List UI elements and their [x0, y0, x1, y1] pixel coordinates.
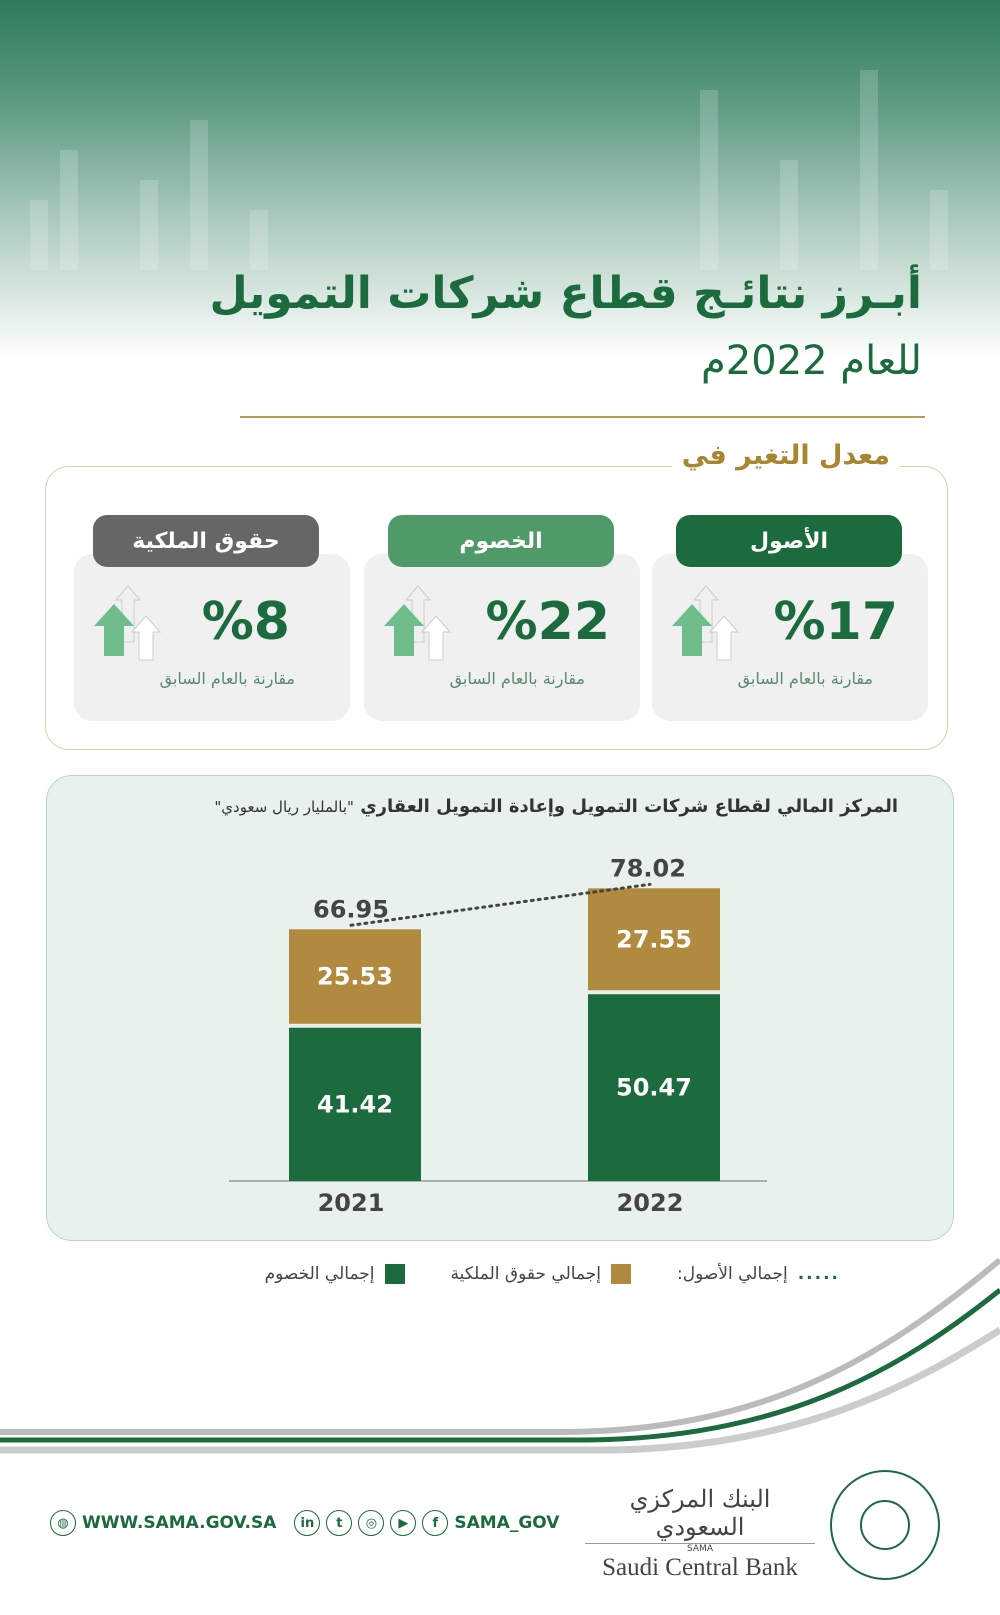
linkedin-icon[interactable]: in: [294, 1510, 321, 1536]
change-value: %17: [773, 592, 898, 652]
bar-liabilities: [588, 994, 720, 1181]
social-handle: SAMA_GOV: [454, 1513, 560, 1533]
change-note: مقارنة بالعام السابق: [449, 669, 585, 688]
youtube-icon[interactable]: ▶: [390, 1510, 417, 1536]
up-arrows-icon: [672, 585, 740, 661]
change-label: الأصول: [676, 515, 902, 567]
change-heading: معدل التغير في: [671, 440, 900, 471]
bank-abbr: SAMA: [585, 1543, 815, 1554]
change-card: %8 مقارنة بالعام السابق: [74, 554, 350, 721]
equity-label: 27.55: [616, 925, 692, 953]
bank-name-en: Saudi Central Bank: [602, 1554, 798, 1581]
total-assets-label: 78.02: [610, 854, 686, 882]
up-arrows-icon: [384, 585, 452, 661]
legend-liabilities: إجمالي الخصوم: [265, 1264, 405, 1284]
dotted-line-swatch: .....: [797, 1264, 840, 1284]
total-assets-label: 66.95: [313, 895, 389, 923]
chart-title-text: المركز المالي لقطاع شركات التمويل وإعادة…: [360, 796, 898, 817]
change-label: حقوق الملكية: [93, 515, 319, 567]
change-value: %22: [485, 592, 610, 652]
legend-label: إجمالي حقوق الملكية: [450, 1264, 601, 1284]
divider: [240, 416, 925, 418]
twitter-icon[interactable]: t: [326, 1510, 353, 1536]
decorative-swoosh: [0, 1257, 1000, 1454]
bar-equity: [289, 929, 421, 1024]
chart-card: [46, 775, 954, 1241]
page-subtitle: للعام 2022م: [701, 338, 922, 384]
bank-seal-icon: [830, 1470, 940, 1580]
change-box: [45, 466, 948, 750]
change-label: الخصوم: [388, 515, 614, 567]
page-title: أبـرز نتائـج قطاع شركات التمويل: [209, 268, 922, 319]
footer-contacts: ◍ WWW.SAMA.GOV.SA in t ◎ ▶ f SAMA_GOV: [50, 1510, 559, 1536]
bank-name-ar: البنك المركزي السعودي: [629, 1485, 771, 1541]
liabilities-swatch: [384, 1264, 405, 1284]
change-note: مقارنة بالعام السابق: [737, 669, 873, 688]
bar-liabilities: [289, 1027, 421, 1181]
globe-icon: ◍: [50, 1510, 76, 1536]
liabilities-label: 41.42: [317, 1090, 393, 1118]
chart-unit: "بالمليار ريال سعودي": [214, 798, 354, 816]
change-card: %22 مقارنة بالعام السابق: [364, 554, 640, 721]
legend-equity: إجمالي حقوق الملكية: [451, 1264, 631, 1284]
instagram-icon[interactable]: ◎: [358, 1510, 385, 1536]
facebook-icon[interactable]: f: [422, 1510, 449, 1536]
chart-title: المركز المالي لقطاع شركات التمويل وإعادة…: [214, 796, 898, 817]
bar-chart: 41.42 25.53 66.95 2021 50.47 27.55 78.02 2022: [229, 854, 767, 1217]
legend-assets: ..... إجمالي الأصول:: [677, 1264, 840, 1284]
equity-label: 25.53: [317, 963, 393, 991]
up-arrows-icon: [94, 585, 162, 661]
legend-label: إجمالي الأصول:: [676, 1264, 788, 1284]
x-tick-label: 2022: [617, 1189, 684, 1217]
total-assets-line: [349, 882, 652, 927]
chart-legend: ..... إجمالي الأصول: إجمالي حقوق الملكية …: [265, 1264, 840, 1284]
change-card: %17 مقارنة بالعام السابق: [652, 554, 928, 721]
hero-background: [0, 0, 1000, 360]
liabilities-label: 50.47: [616, 1074, 692, 1102]
bank-logo-text: البنك المركزي السعودي SAMA Saudi Central…: [585, 1485, 815, 1582]
change-note: مقارنة بالعام السابق: [159, 669, 295, 688]
change-value: %8: [201, 592, 290, 652]
legend-label: إجمالي الخصوم: [264, 1264, 375, 1284]
website-link[interactable]: WWW.SAMA.GOV.SA: [82, 1513, 277, 1533]
equity-swatch: [610, 1264, 631, 1284]
bar-equity: [588, 888, 720, 991]
x-tick-label: 2021: [318, 1189, 385, 1217]
